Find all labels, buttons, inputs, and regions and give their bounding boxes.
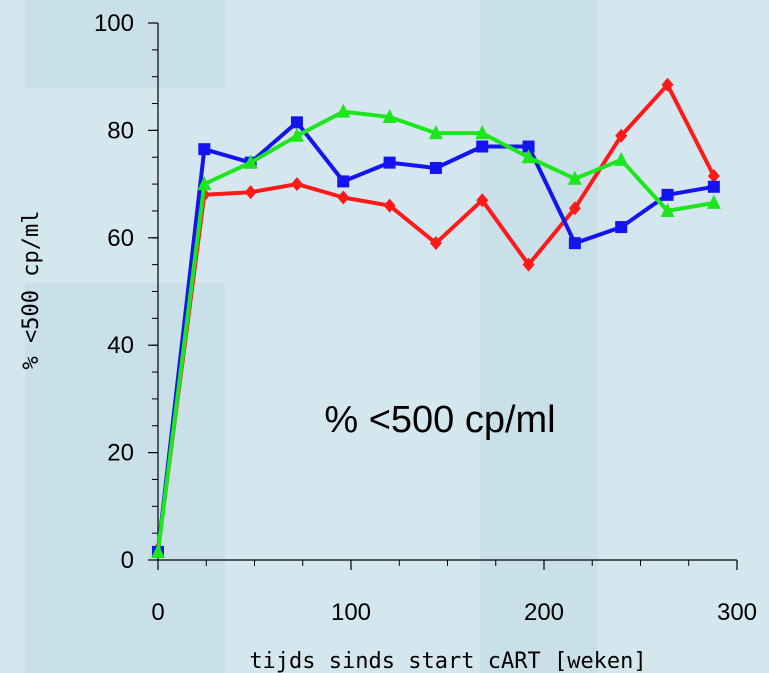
data-point-triangle	[660, 202, 675, 217]
data-point-diamond	[661, 77, 674, 92]
data-point-square	[429, 161, 442, 174]
axes: 0 20 40 60 80 100 0 100 200 300	[94, 10, 757, 626]
series-line	[156, 109, 715, 553]
x-tick-label: 200	[524, 599, 564, 626]
data-point-diamond	[383, 198, 396, 213]
chart-annotation: % <500 cp/ml	[324, 399, 555, 441]
data-point-diamond	[290, 177, 303, 192]
y-tick-label: 60	[107, 225, 134, 252]
data-point-triangle	[614, 151, 629, 166]
series-2	[152, 116, 720, 558]
series-1	[152, 77, 720, 557]
background-panel	[480, 0, 598, 673]
x-tick-label: 300	[717, 599, 757, 626]
data-point-diamond	[522, 257, 535, 272]
data-point-diamond	[337, 190, 350, 205]
data-point-triangle	[567, 170, 582, 185]
data-point-square	[383, 156, 396, 169]
data-point-diamond	[429, 236, 442, 251]
background-panels	[25, 0, 598, 673]
y-tick-label: 0	[121, 547, 134, 574]
background-panel	[25, 0, 225, 88]
series-line	[156, 120, 715, 553]
data-point-square	[337, 175, 350, 188]
data-point-square	[568, 237, 581, 250]
data-point-triangle	[706, 194, 721, 209]
y-tick-label: 100	[94, 10, 134, 37]
y-tick-label: 40	[107, 332, 134, 359]
y-tick-label: 20	[107, 440, 134, 467]
series-3	[151, 103, 721, 558]
data-point-triangle	[151, 543, 165, 558]
data-point-square	[661, 188, 674, 201]
data-point-triangle	[475, 125, 490, 140]
series-layer	[151, 77, 721, 558]
data-point-triangle	[382, 108, 397, 123]
data-point-triangle	[197, 176, 212, 191]
data-point-diamond	[568, 201, 581, 216]
data-point-triangle	[428, 125, 443, 140]
data-point-diamond	[476, 193, 489, 208]
data-point-square	[707, 180, 720, 193]
data-point-square	[522, 140, 535, 153]
series-line	[156, 82, 716, 550]
x-tick-label: 100	[331, 599, 371, 626]
data-point-triangle	[289, 127, 304, 142]
data-point-diamond	[244, 185, 257, 200]
background-panel	[25, 283, 225, 673]
data-point-triangle	[243, 154, 258, 169]
data-point-diamond	[615, 128, 628, 143]
y-axis-title: % <500 cp/ml	[19, 211, 44, 370]
x-axis-title: tijds sinds start cART [weken]	[249, 649, 646, 673]
data-point-square	[290, 116, 303, 129]
data-point-diamond	[707, 169, 720, 184]
y-tick-label: 80	[107, 117, 134, 144]
data-point-triangle	[521, 149, 536, 164]
x-tick-label: 0	[151, 599, 164, 626]
data-point-square	[476, 140, 489, 153]
data-point-triangle	[336, 103, 351, 118]
data-point-square	[615, 221, 628, 234]
data-point-square	[198, 143, 211, 156]
